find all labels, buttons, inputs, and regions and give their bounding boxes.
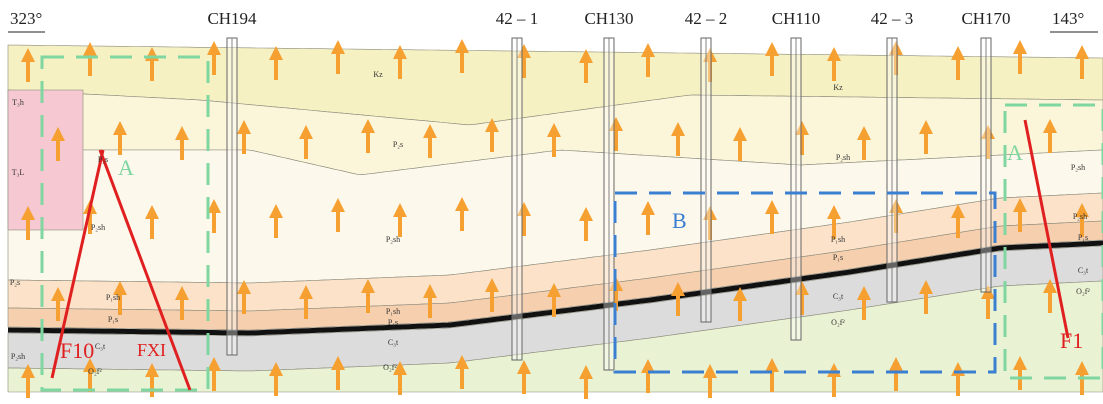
stratum-label: P₂s — [98, 155, 108, 164]
stratum-label: P₂s — [393, 140, 403, 149]
borehole-label: CH110 — [772, 9, 821, 28]
stress-arrow-head — [641, 43, 655, 57]
stratum-label: P₂sh — [11, 352, 25, 361]
stratum-label: C₃t — [388, 338, 399, 347]
fault-label: FXI — [137, 340, 166, 360]
borehole-label: 42 – 3 — [871, 9, 914, 28]
stratum-label: O₂f² — [1076, 287, 1090, 296]
stratum-label: P₁s — [108, 315, 118, 324]
stratum-label: Kz — [833, 83, 843, 92]
stress-arrow-head — [331, 40, 345, 54]
stratum-label: P₂sh — [1071, 163, 1085, 172]
stress-arrow-head — [1075, 45, 1089, 59]
stratum-label: P₁sh — [106, 293, 120, 302]
stratum-label: P₁s — [833, 253, 843, 262]
stratum-label: Kz — [373, 70, 383, 79]
stress-arrow-head — [1013, 40, 1027, 54]
cross-section: 323° 143° A B A F10 FXI F1 CH194 42 – 1 CH… — [0, 0, 1103, 404]
stratum-label: C₃t — [833, 292, 844, 301]
stratum-label: P₂sh — [386, 235, 400, 244]
stratum-label: O₂f² — [88, 367, 102, 376]
stratum-label: P₂sh — [1073, 212, 1087, 221]
stress-arrow-head — [765, 42, 779, 56]
zone-label: A — [118, 155, 134, 180]
orientation: 143° — [1052, 9, 1084, 28]
stratum-label: P₁s — [388, 318, 398, 327]
fault-label: F1 — [1060, 328, 1083, 353]
stress-arrow-head — [951, 46, 965, 60]
stratum-label: C₃t — [1078, 266, 1089, 275]
orientation: 323° — [10, 9, 42, 28]
stratum-label: P₁sh — [831, 235, 845, 244]
stratum — [8, 90, 83, 230]
stratum-label: O₂f² — [383, 363, 397, 372]
borehole-label: 42 – 1 — [496, 9, 539, 28]
stratum-label: T₃L — [12, 168, 25, 177]
stress-arrow-head — [827, 47, 841, 61]
zone-label: A — [1007, 140, 1023, 165]
zone-label: B — [672, 208, 687, 233]
stratum-label: C₃t — [95, 342, 106, 351]
borehole-label: 42 – 2 — [685, 9, 728, 28]
stress-arrow-head — [455, 39, 469, 53]
stratum-label: T₃h — [12, 98, 24, 107]
stratum-label: P₂sh — [91, 223, 105, 232]
stratum-label: P₁sh — [386, 307, 400, 316]
stratum-label: P₁s — [1078, 233, 1088, 242]
borehole-label: CH194 — [207, 9, 257, 28]
fault-label: F10 — [60, 338, 94, 363]
borehole-label: CH130 — [584, 9, 633, 28]
borehole-label: CH170 — [961, 9, 1010, 28]
stratum-label: P₂sh — [836, 153, 850, 162]
stratum-label: P₂s — [10, 278, 20, 287]
stratum-label: O₂f² — [831, 318, 845, 327]
